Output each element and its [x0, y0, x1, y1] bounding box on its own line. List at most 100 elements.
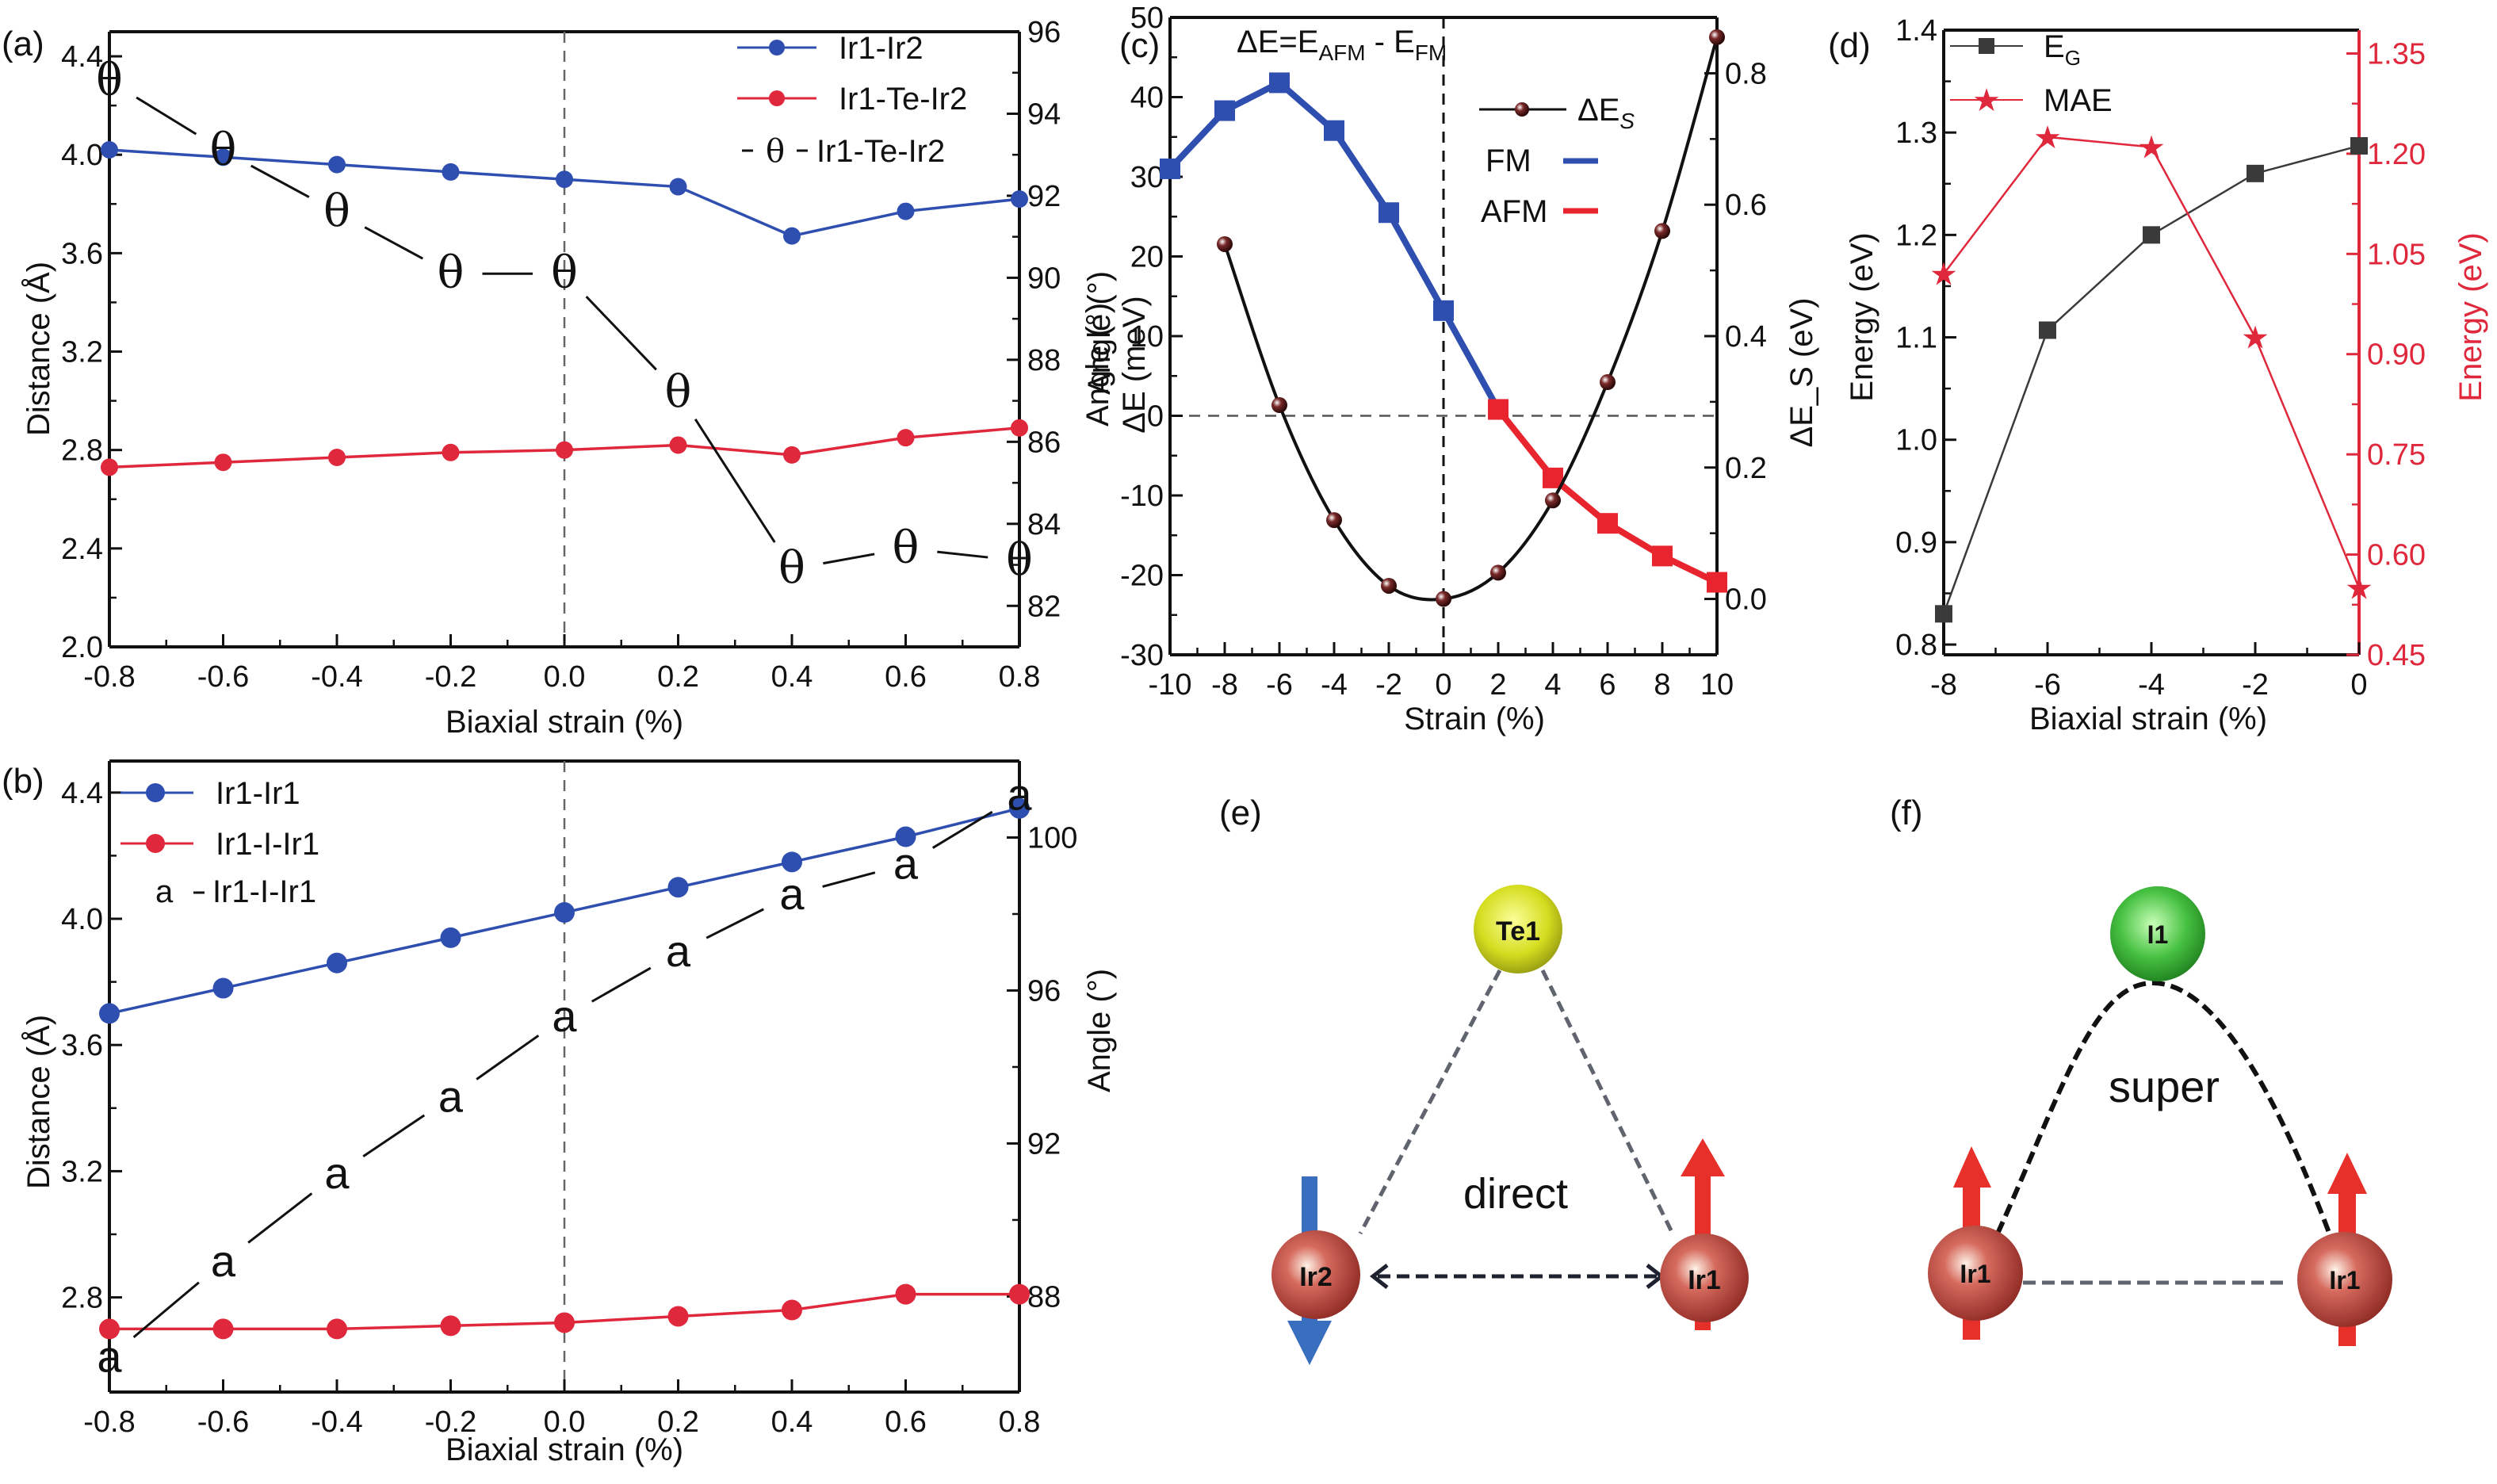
data-point — [1488, 399, 1509, 420]
data-point — [783, 446, 801, 464]
y2-tick-label: 0.2 — [1725, 452, 1767, 485]
panel-b-xlabel: Biaxial strain (%) — [445, 1432, 683, 1467]
data-point — [1271, 397, 1287, 414]
panel-label-e: (e) — [1219, 794, 1262, 832]
data-point — [1600, 374, 1616, 391]
series-line-segment — [362, 1114, 426, 1157]
series-line — [1943, 136, 2361, 589]
y-tick-label: 1.1 — [1895, 322, 1937, 355]
y2-tick-label: 1.35 — [2367, 37, 2426, 71]
data-point: ★ — [2033, 120, 2062, 155]
series-line-segment — [250, 164, 310, 198]
data-point-marker: θ — [893, 522, 920, 574]
legend-marker-mae: ★ — [1972, 83, 2001, 118]
legend-fm: FM — [1486, 143, 1531, 178]
x-tick-label: 0.8 — [999, 1406, 1041, 1439]
data-point-marker: a — [324, 1148, 350, 1198]
legend-marker-ir1-i-ir1 — [146, 834, 165, 853]
bond-te1-ir2 — [1358, 969, 1502, 1235]
series-b-0 — [99, 797, 1030, 1024]
y-tick-label: -10 — [1120, 480, 1164, 513]
data-point-marker: θ — [665, 366, 692, 418]
y2-tick-label: 0.90 — [2367, 338, 2426, 372]
y-tick-label: 1.3 — [1895, 117, 1937, 150]
y-tick-label: 0.9 — [1895, 526, 1937, 560]
data-point: ★ — [2241, 321, 2269, 356]
panel-c: (c) -10 -8 -6 -4 -2 0 2 4 6 8 10-30-20-10010203040… — [1080, 2, 1819, 736]
legend-mae: MAE — [2044, 83, 2113, 118]
data-point — [212, 977, 234, 999]
atom-label-ir1: Ir1 — [1688, 1265, 1721, 1295]
data-point-marker: θ — [551, 247, 578, 299]
svg-text:ΔE=EAFM - EFM: ΔE=EAFM - EFM — [1237, 25, 1447, 65]
annotation-sub-fm: FM — [1415, 40, 1447, 65]
data-point — [1217, 235, 1233, 252]
y-tick-label: 3.2 — [61, 336, 103, 369]
panel-a-legend: Ir1-Ir2 Ir1-Te-Ir2 θ Ir1-Te-Ir2 — [737, 31, 967, 170]
data-point-marker: θ — [96, 55, 123, 106]
panel-d-y2label: Energy (eV) — [2453, 232, 2488, 401]
series-line-segment — [822, 871, 876, 888]
x-tick-label: 8 — [1654, 668, 1670, 702]
data-point — [556, 170, 573, 189]
data-point — [2039, 321, 2056, 339]
y2-tick-label: 0.0 — [1725, 583, 1767, 617]
y-tick-label: 1.2 — [1895, 219, 1937, 252]
y2-tick-label: 90 — [1027, 262, 1061, 295]
y2-tick-label: 88 — [1027, 344, 1061, 377]
panel-b-ylabel: Distance (Å) — [21, 1015, 56, 1189]
data-point — [1545, 492, 1561, 509]
panel-f-superexchange: (f) Ir1 Ir1 I1 super — [1890, 794, 2392, 1346]
data-point — [1654, 223, 1670, 239]
y2-tick-label: 0.6 — [1725, 189, 1767, 222]
series-line — [1223, 36, 1719, 602]
x-tick-label: -4 — [2138, 668, 2165, 702]
y-tick-label: 2.0 — [61, 631, 103, 664]
exchange-label-super: super — [2109, 1061, 2220, 1111]
series-a-2: θ θ θ θ θ θ θ θ θ — [96, 55, 1033, 595]
svg-text:ΔES: ΔES — [1577, 93, 1635, 133]
y2-tick-label: 0.45 — [2367, 639, 2426, 672]
y-tick-label: 10 — [1130, 320, 1164, 354]
x-tick-label: 0.0 — [544, 660, 586, 694]
y2-tick-label: 1.05 — [2367, 238, 2426, 271]
panel-d: (d) -8 -6 -4 -2 0 0.8 0.9 1.0 1.1 1.2 1.3 1.4 0.45 0.… — [1828, 14, 2488, 736]
data-point — [669, 436, 687, 454]
y2-tick-label: 82 — [1027, 590, 1061, 623]
legend-marker-ir1-ir2 — [769, 40, 785, 55]
data-point-marker: θ — [323, 186, 350, 238]
annotation-main: ΔE=E — [1237, 25, 1318, 59]
y-tick-label: 40 — [1130, 82, 1164, 115]
data-point — [783, 227, 801, 245]
series-b-2: a a a a a a a a a — [97, 769, 1032, 1381]
x-tick-label: 0 — [2350, 668, 2367, 702]
data-point — [2247, 164, 2264, 182]
data-point — [897, 429, 915, 447]
series-a-0 — [101, 140, 1028, 245]
annotation-mid: - E — [1366, 25, 1415, 59]
data-point — [1490, 564, 1506, 581]
y2-tick-label: 86 — [1027, 426, 1061, 459]
data-point — [1433, 300, 1454, 321]
data-point — [1324, 120, 1344, 141]
series-line-segment — [136, 96, 197, 136]
x-tick-label: 0.0 — [544, 1406, 586, 1439]
x-tick-label: 2 — [1489, 668, 1506, 702]
data-point — [1597, 513, 1618, 534]
x-tick-label: -2 — [2242, 668, 2269, 702]
series-line-segment — [823, 553, 875, 565]
panel-c-ylabel-angle: Angle (°) — [1080, 303, 1115, 426]
y-tick-label: 1.4 — [1895, 14, 1937, 48]
y2-tick-label: 0.60 — [2367, 539, 2426, 572]
series-a-1 — [101, 419, 1028, 476]
panel-c-legend: ΔES FM AFM — [1479, 93, 1635, 229]
data-point — [328, 448, 346, 466]
annotation-sub-afm: AFM — [1318, 40, 1365, 65]
x-tick-label: -8 — [1930, 668, 1957, 702]
y2-tick-label: 0.8 — [1725, 57, 1767, 90]
y2-tick-label: 88 — [1027, 1280, 1061, 1314]
data-point — [442, 163, 460, 181]
x-tick-label: 0.2 — [657, 1406, 699, 1439]
data-point — [1214, 100, 1235, 121]
